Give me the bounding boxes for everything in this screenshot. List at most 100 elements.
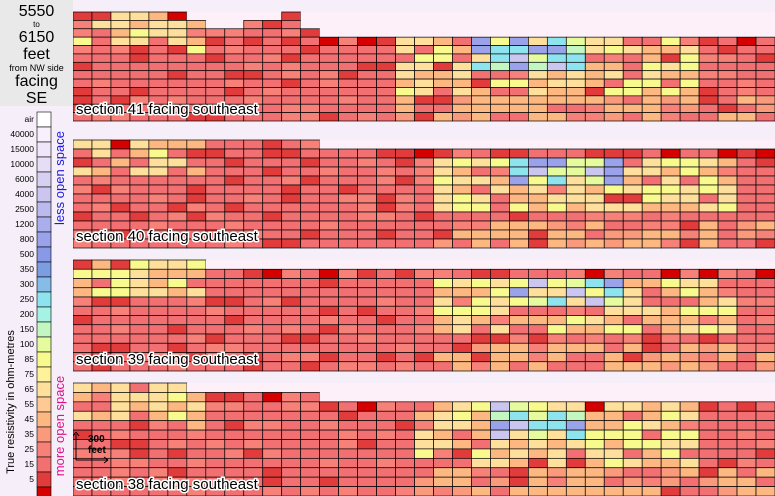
resistivity-cell — [509, 140, 529, 149]
resistivity-cell — [338, 45, 358, 55]
resistivity-cell — [471, 260, 491, 270]
resistivity-cell — [148, 439, 169, 450]
resistivity-cell — [641, 211, 662, 222]
resistivity-cell — [205, 148, 226, 159]
resistivity-cell — [679, 401, 700, 412]
resistivity-cell — [281, 420, 302, 431]
resistivity-cell — [148, 429, 169, 440]
resistivity-cell — [376, 457, 396, 469]
resistivity-cell — [338, 112, 358, 122]
resistivity-cell — [603, 352, 624, 363]
resistivity-cell — [148, 420, 169, 431]
resistivity-cell — [357, 410, 377, 422]
resistivity-cell — [603, 439, 624, 450]
resistivity-cell — [603, 238, 624, 249]
resistivity-cell — [755, 61, 775, 72]
resistivity-cell — [584, 220, 605, 231]
resistivity-cell — [660, 61, 681, 72]
resistivity-cell — [623, 28, 643, 38]
resistivity-cell — [224, 87, 245, 97]
resistivity-cell — [490, 429, 510, 440]
resistivity-cell — [243, 392, 264, 403]
resistivity-cell — [281, 166, 302, 177]
resistivity-cell — [471, 211, 491, 222]
resistivity-cell — [680, 260, 700, 270]
resistivity-cell — [509, 287, 529, 298]
resistivity-cell — [91, 296, 112, 307]
resistivity-cell — [414, 287, 434, 298]
resistivity-cell — [186, 61, 207, 72]
resistivity-cell — [490, 103, 510, 113]
resistivity-cell — [661, 28, 681, 38]
resistivity-cell — [622, 112, 643, 122]
resistivity-cell — [262, 148, 283, 159]
resistivity-cell — [281, 401, 302, 412]
resistivity-cell — [224, 193, 245, 204]
resistivity-cell — [148, 166, 169, 177]
resistivity-cell — [281, 220, 302, 231]
resistivity-cell — [623, 392, 643, 402]
resistivity-cell — [376, 352, 396, 363]
resistivity-cell — [205, 28, 226, 38]
resistivity-cell — [603, 324, 624, 335]
resistivity-cell — [737, 28, 757, 38]
resistivity-cell — [319, 175, 339, 186]
resistivity-cell — [414, 342, 434, 353]
resistivity-cell — [357, 87, 377, 97]
resistivity-cell — [717, 148, 738, 159]
resistivity-cell — [281, 184, 302, 195]
resistivity-cell — [91, 193, 112, 204]
resistivity-cell — [262, 45, 283, 55]
resistivity-cell — [622, 95, 643, 105]
resistivity-cell — [110, 87, 131, 97]
resistivity-cell — [224, 268, 245, 279]
resistivity-cell — [395, 20, 415, 29]
resistivity-cell — [224, 457, 245, 469]
resistivity-cell — [395, 429, 415, 440]
resistivity-cell — [148, 202, 169, 213]
resistivity-cell — [357, 103, 377, 113]
resistivity-cell — [452, 193, 472, 204]
resistivity-cell — [546, 166, 567, 177]
resistivity-cell — [414, 70, 434, 80]
resistivity-cell — [528, 193, 548, 204]
resistivity-cell — [736, 53, 757, 63]
resistivity-cell — [376, 420, 396, 431]
resistivity-cell — [338, 260, 358, 270]
resistivity-cell — [603, 342, 624, 353]
resistivity-cell — [300, 53, 320, 63]
resistivity-cell — [357, 324, 377, 335]
resistivity-cell — [281, 61, 302, 72]
resistivity-cell — [186, 383, 206, 393]
resistivity-cell — [528, 410, 548, 422]
resistivity-cell — [262, 112, 283, 122]
resistivity-cell — [490, 184, 510, 195]
resistivity-cell — [604, 260, 624, 270]
resistivity-cell — [414, 12, 434, 21]
resistivity-cell — [622, 457, 643, 469]
resistivity-cell — [414, 36, 434, 46]
resistivity-cell — [319, 45, 339, 55]
resistivity-cell — [338, 12, 358, 21]
resistivity-cell — [433, 175, 453, 186]
resistivity-cell — [414, 448, 434, 459]
resistivity-cell — [641, 296, 662, 307]
resistivity-cell — [623, 260, 643, 270]
resistivity-cell — [736, 429, 757, 440]
resistivity-cell — [603, 361, 624, 372]
resistivity-cell — [584, 112, 605, 122]
resistivity-cell — [509, 457, 529, 469]
resistivity-cell — [528, 457, 548, 469]
resistivity-cell — [281, 448, 302, 459]
resistivity-cell — [717, 278, 738, 289]
resistivity-cell — [167, 457, 188, 469]
resistivity-cell — [129, 61, 150, 72]
resistivity-cell — [338, 383, 358, 393]
resistivity-cell — [129, 78, 150, 88]
resistivity-cell — [603, 78, 624, 88]
resistivity-cell — [565, 342, 586, 353]
resistivity-cell — [736, 112, 757, 122]
resistivity-cell — [300, 36, 320, 46]
resistivity-cell — [698, 315, 719, 326]
resistivity-cell — [490, 476, 510, 487]
